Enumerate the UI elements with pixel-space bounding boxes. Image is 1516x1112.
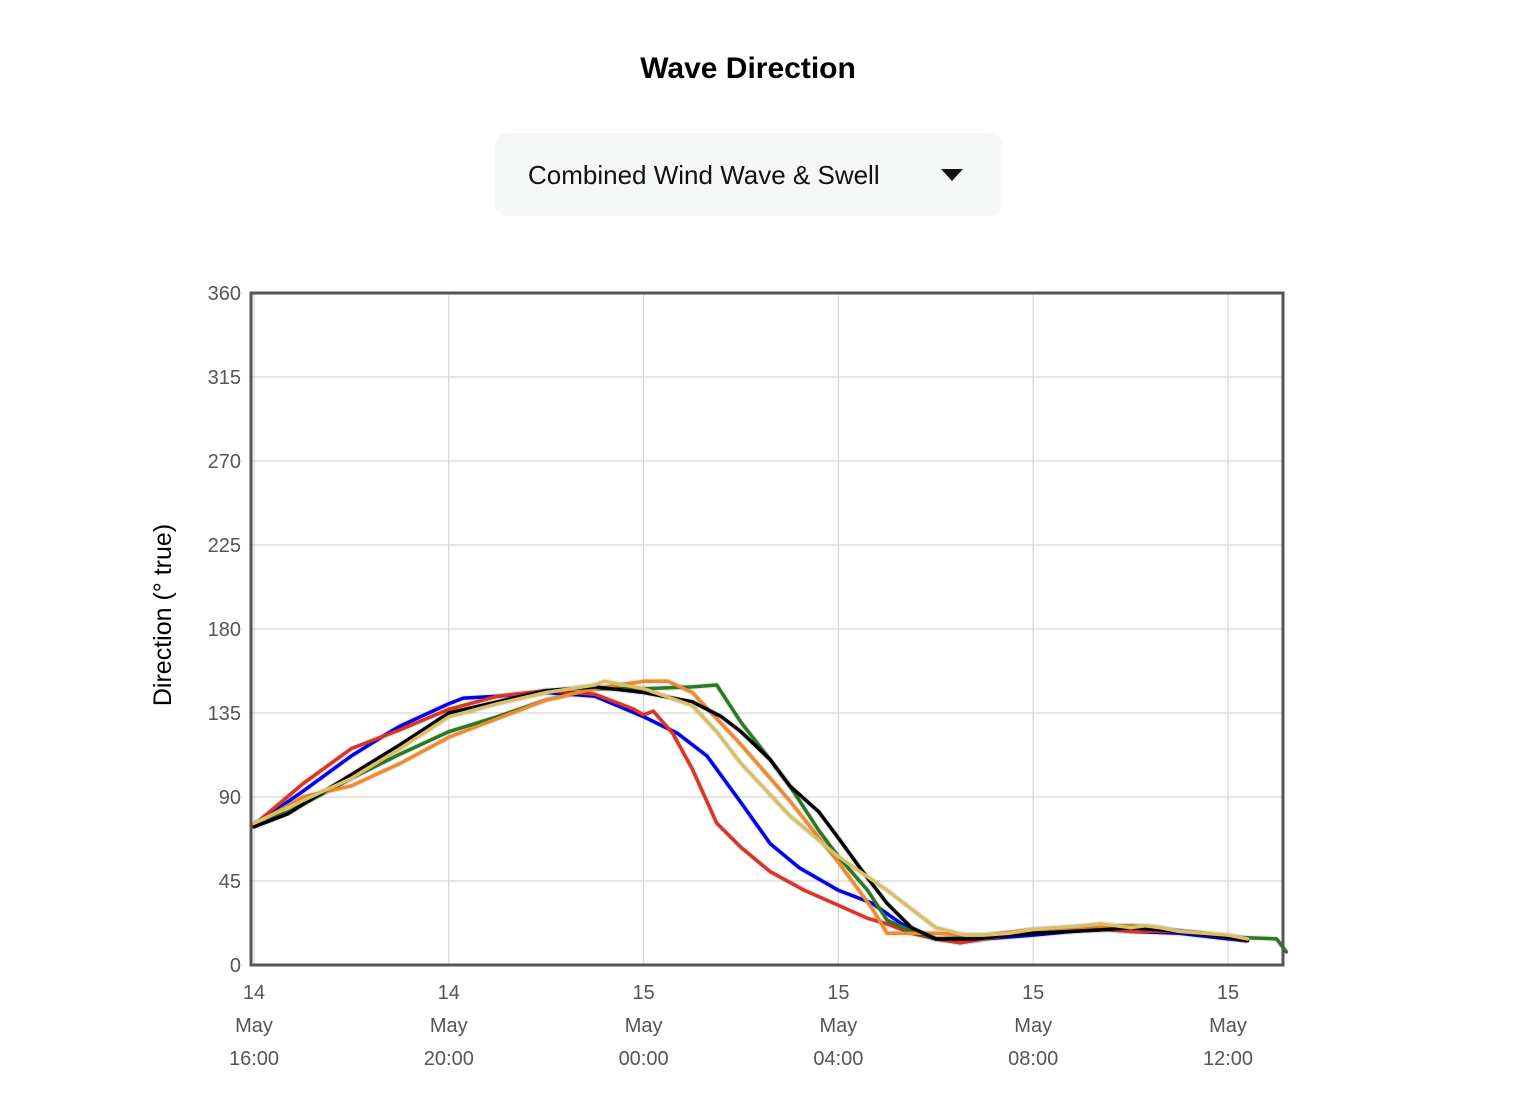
- x-tick-label: 15: [1022, 982, 1044, 1004]
- y-tick-labels: 0 45 90 135 180 225 270 315 360: [208, 283, 241, 977]
- series-shadow: [252, 678, 1249, 942]
- y-tick-label: 270: [208, 451, 241, 473]
- x-tick-label: May: [820, 1015, 858, 1037]
- y-tick-label: 45: [219, 871, 241, 893]
- x-tick-label: May: [625, 1015, 663, 1037]
- y-tick-label: 180: [208, 619, 241, 641]
- series-line: [252, 679, 1250, 943]
- x-tick-label: 15: [1217, 982, 1239, 1004]
- plot-frame: [249, 291, 1285, 967]
- x-tick-label: 15: [632, 982, 654, 1004]
- x-tick-labels: 14 May 16:00 14 May 20:00 15 May 00:00 15 May 04:00…: [229, 982, 1253, 1070]
- x-tick-label: May: [1209, 1015, 1247, 1037]
- series-line: [252, 679, 1250, 941]
- y-tick-label: 135: [208, 703, 241, 725]
- x-tick-label: May: [235, 1015, 273, 1037]
- series-shadow: [252, 678, 1249, 944]
- x-tick-label: 08:00: [1008, 1048, 1058, 1070]
- y-tick-label: 360: [208, 283, 241, 305]
- y-axis-label: Direction (° true): [149, 524, 177, 706]
- x-tick-label: May: [1014, 1015, 1052, 1037]
- x-tick-label: 12:00: [1203, 1048, 1253, 1070]
- wave-type-selected-label: Combined Wind Wave & Swell: [528, 160, 880, 190]
- y-tick-label: 90: [219, 787, 241, 809]
- series-lines: [252, 678, 1289, 954]
- x-tick-label: May: [430, 1015, 468, 1037]
- y-tick-label: 0: [230, 955, 241, 977]
- y-tick-label: 315: [208, 367, 241, 389]
- x-tick-label: 20:00: [424, 1048, 474, 1070]
- y-tick-label: 225: [208, 535, 241, 557]
- x-tick-label: 04:00: [813, 1048, 863, 1070]
- wave-type-dropdown[interactable]: Combined Wind Wave & Swell: [495, 133, 1002, 216]
- caret-down-icon: [941, 169, 963, 181]
- chart-title: Wave Direction: [640, 52, 856, 85]
- x-tick-label: 14: [243, 982, 265, 1004]
- grid: [251, 292, 1283, 966]
- x-tick-label: 00:00: [619, 1048, 669, 1070]
- x-tick-label: 16:00: [229, 1048, 279, 1070]
- x-tick-label: 15: [827, 982, 849, 1004]
- series-line: [252, 685, 1250, 943]
- x-tick-label: 14: [438, 982, 460, 1004]
